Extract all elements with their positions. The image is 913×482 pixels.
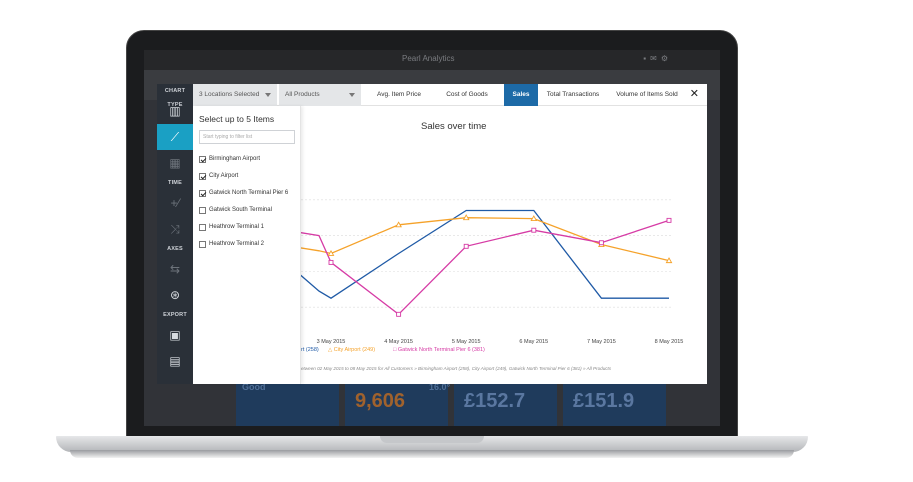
tab-avg-item-price[interactable]: Avg. Item Price — [377, 91, 421, 98]
swap-axes-icon[interactable]: ⇆ — [169, 262, 181, 276]
modal-toolbar: 3 Locations Selected All Products Avg. I… — [193, 84, 707, 106]
triangle-marker-icon: △ — [328, 347, 334, 353]
kpi-tile: £151.9 — [563, 380, 666, 426]
location-filter-panel: Select up to 5 Items Start typing to fil… — [193, 106, 301, 384]
legend-item-city-airport[interactable]: △ City Airport (249) — [328, 347, 375, 353]
chart-modal: 3 Locations Selected All Products Avg. I… — [193, 84, 707, 384]
kpi-label: 16.0° — [429, 382, 451, 392]
x-tick-label: 8 May 2015 — [655, 339, 684, 344]
close-icon[interactable]: ✕ — [689, 88, 699, 100]
area-chart-icon[interactable]: ▦ — [169, 156, 181, 170]
laptop-notch — [380, 436, 484, 443]
products-dropdown-value: All Products — [285, 91, 320, 98]
location-option[interactable]: Gatwick South Terminal — [199, 205, 272, 215]
data-point — [530, 215, 538, 222]
time-heading: TIME — [168, 180, 182, 186]
data-point — [665, 257, 673, 264]
laptop-base — [56, 436, 808, 452]
filter-panel-title: Select up to 5 Items — [199, 114, 275, 124]
data-point — [327, 249, 335, 256]
location-option-label: Heathrow Terminal 2 — [209, 241, 264, 247]
legend-item-birmingham[interactable]: rt (258) — [301, 347, 319, 353]
checkbox-icon[interactable] — [199, 223, 206, 231]
series-line — [301, 209, 669, 299]
chart-title: Sales over time — [421, 121, 487, 132]
series-line — [301, 219, 670, 316]
location-option[interactable]: Heathrow Terminal 2 — [199, 239, 264, 249]
data-point — [463, 243, 469, 249]
location-option-label: Gatwick South Terminal — [209, 207, 272, 213]
app-title: Pearl Analytics — [402, 54, 455, 63]
laptop-base-shadow — [70, 450, 794, 458]
checkbox-checked-icon[interactable] — [199, 155, 206, 163]
export-heading: EXPORT — [163, 312, 187, 318]
legend-label: Gatwick North Terminal Pier 6 (381) — [397, 347, 485, 353]
kpi-value: £152.7 — [464, 390, 526, 412]
settings-icon[interactable]: ⚙ — [660, 54, 672, 63]
bar-chart-icon[interactable]: ▥ — [169, 104, 181, 118]
kpi-tile: Good — [236, 380, 339, 426]
locations-dropdown-value: 3 Locations Selected — [199, 91, 260, 98]
x-tick-label: 5 May 2015 — [452, 339, 481, 344]
image-export-icon[interactable]: ▣ — [169, 328, 181, 342]
tab-volume-of-items-sold[interactable]: Volume of Items Sold — [616, 91, 678, 98]
data-point — [598, 240, 604, 246]
checkbox-checked-icon[interactable] — [199, 172, 206, 180]
chart-footnote: etween 02 May 2015 to 08 May 2015 for Al… — [301, 366, 612, 371]
data-point — [462, 214, 470, 221]
products-dropdown[interactable]: All Products — [279, 84, 361, 106]
location-option[interactable]: Gatwick North Terminal Pier 6 — [199, 188, 288, 198]
app-topbar: Pearl Analytics ▪✉⚙ — [144, 50, 720, 70]
trend-icon[interactable]: +⁄ — [170, 196, 180, 210]
location-option[interactable]: Heathrow Terminal 1 — [199, 222, 264, 232]
kpi-tiles: Good 9,606 16.0° £152.7 £151.9 — [236, 380, 666, 426]
venn-icon[interactable]: ⊛ — [169, 288, 181, 302]
location-option-label: Heathrow Terminal 1 — [209, 224, 264, 230]
x-tick-label: 7 May 2015 — [587, 339, 616, 344]
x-tick-label: 6 May 2015 — [519, 339, 548, 344]
data-point — [396, 311, 402, 317]
line-chart: 3 May 2015 4 May 2015 5 May 2015 6 May 2015… — [301, 199, 684, 344]
x-tick-label: 3 May 2015 — [317, 339, 346, 344]
swap-icon[interactable]: ⤨ — [170, 221, 180, 236]
location-option[interactable]: City Airport — [199, 171, 238, 181]
locations-dropdown[interactable]: 3 Locations Selected — [193, 84, 277, 106]
data-point — [666, 217, 672, 223]
legend-item-gatwick-north[interactable]: □ Gatwick North Terminal Pier 6 (381) — [393, 347, 485, 353]
chevron-down-icon — [265, 93, 271, 97]
topbar-icons: ▪✉⚙ — [643, 54, 672, 63]
legend-label: City Airport (249) — [333, 347, 376, 353]
filter-search-input[interactable]: Start typing to filter list — [199, 130, 295, 144]
data-point — [531, 227, 537, 233]
mail-icon[interactable]: ✉ — [650, 54, 661, 63]
square-marker-icon: □ — [393, 347, 398, 353]
checkbox-checked-icon[interactable] — [199, 189, 206, 197]
chart-type-heading: CHART TYPE — [164, 88, 186, 108]
x-tick-label: 4 May 2015 — [384, 339, 413, 344]
tab-sales[interactable]: Sales — [504, 84, 538, 106]
chat-icon[interactable]: ▪ — [643, 54, 651, 63]
legend-label: rt (258) — [301, 347, 319, 353]
location-option-label: City Airport — [209, 173, 239, 179]
location-option[interactable]: Birmingham Airport — [199, 154, 260, 164]
line-chart-icon[interactable]: ⟋ — [157, 124, 193, 150]
tab-total-transactions[interactable]: Total Transactions — [546, 91, 600, 98]
tab-cost-of-goods[interactable]: Cost of Goods — [446, 91, 488, 98]
table-export-icon[interactable]: ▤ — [169, 354, 181, 368]
chevron-down-icon — [349, 93, 355, 97]
checkbox-icon[interactable] — [199, 240, 206, 248]
screen: Pearl Analytics ▪✉⚙ Good 9,606 16.0° £152… — [144, 50, 720, 426]
kpi-value: 9,606 — [355, 390, 406, 412]
checkbox-icon[interactable] — [199, 206, 206, 214]
chart-options-sidebar: CHART TYPE ▥ ⟋ ▦ TIME +⁄ ⤨ AXES ⇆ ⊛ EXPO… — [157, 84, 193, 384]
location-option-label: Gatwick North Terminal Pier 6 — [209, 190, 289, 196]
kpi-tile: £152.7 — [454, 380, 557, 426]
location-option-label: Birmingham Airport — [209, 156, 261, 162]
kpi-value: £151.9 — [573, 390, 635, 412]
kpi-tile: 9,606 16.0° — [345, 380, 451, 426]
kpi-label: Good — [242, 382, 266, 392]
data-point — [395, 221, 402, 228]
axes-heading: AXES — [167, 246, 183, 252]
data-point — [328, 259, 334, 265]
